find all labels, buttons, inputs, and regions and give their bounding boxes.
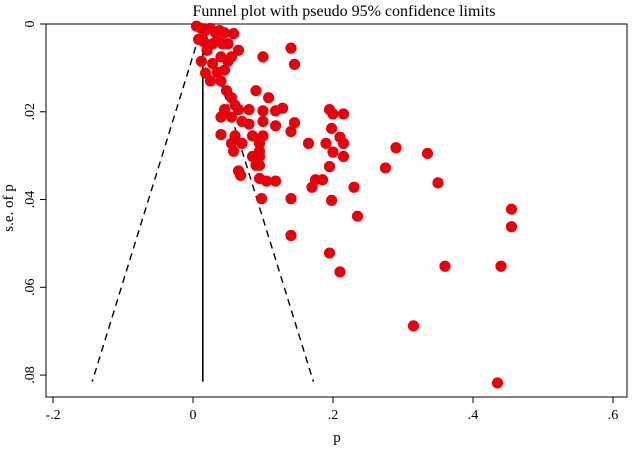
data-point-48 — [257, 115, 269, 128]
data-point-7 — [228, 28, 240, 40]
y-tick-label-2: .04 — [23, 191, 38, 209]
data-point-74 — [323, 161, 336, 173]
data-point-38 — [257, 105, 269, 117]
data-point-60 — [253, 137, 266, 149]
data-point-61 — [302, 137, 315, 149]
x-axis-label: p — [333, 430, 341, 446]
data-point-6 — [218, 27, 231, 39]
data-point-50 — [288, 117, 301, 129]
data-point-96 — [334, 266, 346, 278]
data-point-36 — [232, 103, 245, 116]
data-point-92 — [285, 229, 297, 242]
data-point-79 — [260, 175, 273, 187]
data-point-22 — [257, 51, 269, 63]
x-tick-label-0: -.2 — [45, 408, 60, 423]
data-point-56 — [285, 125, 297, 138]
y-tick-label-3: .06 — [23, 279, 38, 297]
ci-line-lower — [91, 23, 204, 382]
data-point-31 — [250, 85, 262, 97]
data-point-42 — [327, 108, 339, 120]
x-tick-label-1: 0 — [190, 408, 197, 423]
data-points — [190, 20, 518, 389]
data-point-27 — [218, 64, 231, 76]
data-point-73 — [253, 159, 266, 171]
y-tick-label-0: 0 — [23, 21, 38, 28]
x-tick-label-2: .2 — [328, 408, 339, 423]
data-point-68 — [327, 146, 339, 158]
data-point-37 — [243, 103, 255, 116]
data-point-77 — [235, 169, 247, 181]
data-point-98 — [491, 377, 504, 389]
data-point-63 — [337, 137, 350, 149]
data-point-88 — [326, 194, 338, 207]
data-point-24 — [288, 58, 301, 70]
data-point-86 — [256, 193, 268, 205]
data-point-82 — [316, 174, 329, 186]
y-axis: 0 .02 .04 .06 .08 — [23, 21, 46, 384]
data-point-71 — [421, 147, 434, 160]
data-point-49 — [270, 120, 282, 132]
data-point-89 — [351, 210, 364, 222]
data-point-83 — [306, 181, 318, 193]
data-point-85 — [432, 177, 444, 189]
data-point-40 — [277, 102, 289, 114]
data-point-44 — [215, 111, 227, 123]
data-point-28 — [204, 75, 217, 87]
x-axis: -.2 0 .2 .4 .6 — [45, 397, 618, 423]
data-point-97 — [407, 320, 420, 332]
data-point-64 — [228, 145, 240, 157]
y-tick-label-4: .08 — [23, 366, 38, 384]
data-point-23 — [285, 42, 297, 54]
y-axis-label: s.e. of p — [1, 184, 17, 232]
plot-area — [45, 23, 628, 398]
data-point-43 — [337, 108, 350, 120]
data-point-94 — [439, 260, 451, 272]
data-point-19 — [195, 55, 207, 67]
x-tick-label-3: .4 — [468, 408, 479, 423]
data-point-67 — [253, 150, 266, 163]
data-point-21 — [222, 55, 234, 67]
data-point-15 — [201, 44, 213, 56]
data-point-80 — [270, 175, 282, 187]
data-point-95 — [495, 260, 507, 272]
data-point-70 — [390, 142, 402, 154]
data-point-93 — [323, 247, 336, 259]
data-point-87 — [285, 193, 297, 205]
data-point-47 — [243, 118, 255, 130]
data-point-16 — [232, 44, 245, 56]
data-point-29 — [215, 75, 227, 87]
data-point-69 — [337, 150, 350, 163]
data-point-20 — [207, 57, 219, 70]
data-point-14 — [222, 38, 234, 50]
plot-frame — [45, 23, 628, 398]
chart-title: Funnel plot with pseudo 95% confidence l… — [192, 3, 495, 20]
data-point-51 — [326, 122, 338, 135]
data-point-59 — [236, 137, 248, 149]
data-point-90 — [505, 203, 518, 215]
data-point-32 — [263, 92, 275, 104]
data-point-45 — [225, 111, 238, 123]
data-point-52 — [215, 128, 227, 141]
data-point-91 — [505, 221, 518, 233]
data-point-62 — [320, 137, 332, 149]
y-tick-label-1: .02 — [23, 103, 38, 121]
data-point-54 — [246, 130, 259, 142]
data-point-75 — [379, 162, 392, 174]
data-point-84 — [348, 181, 360, 193]
x-tick-label-4: .6 — [608, 408, 619, 423]
